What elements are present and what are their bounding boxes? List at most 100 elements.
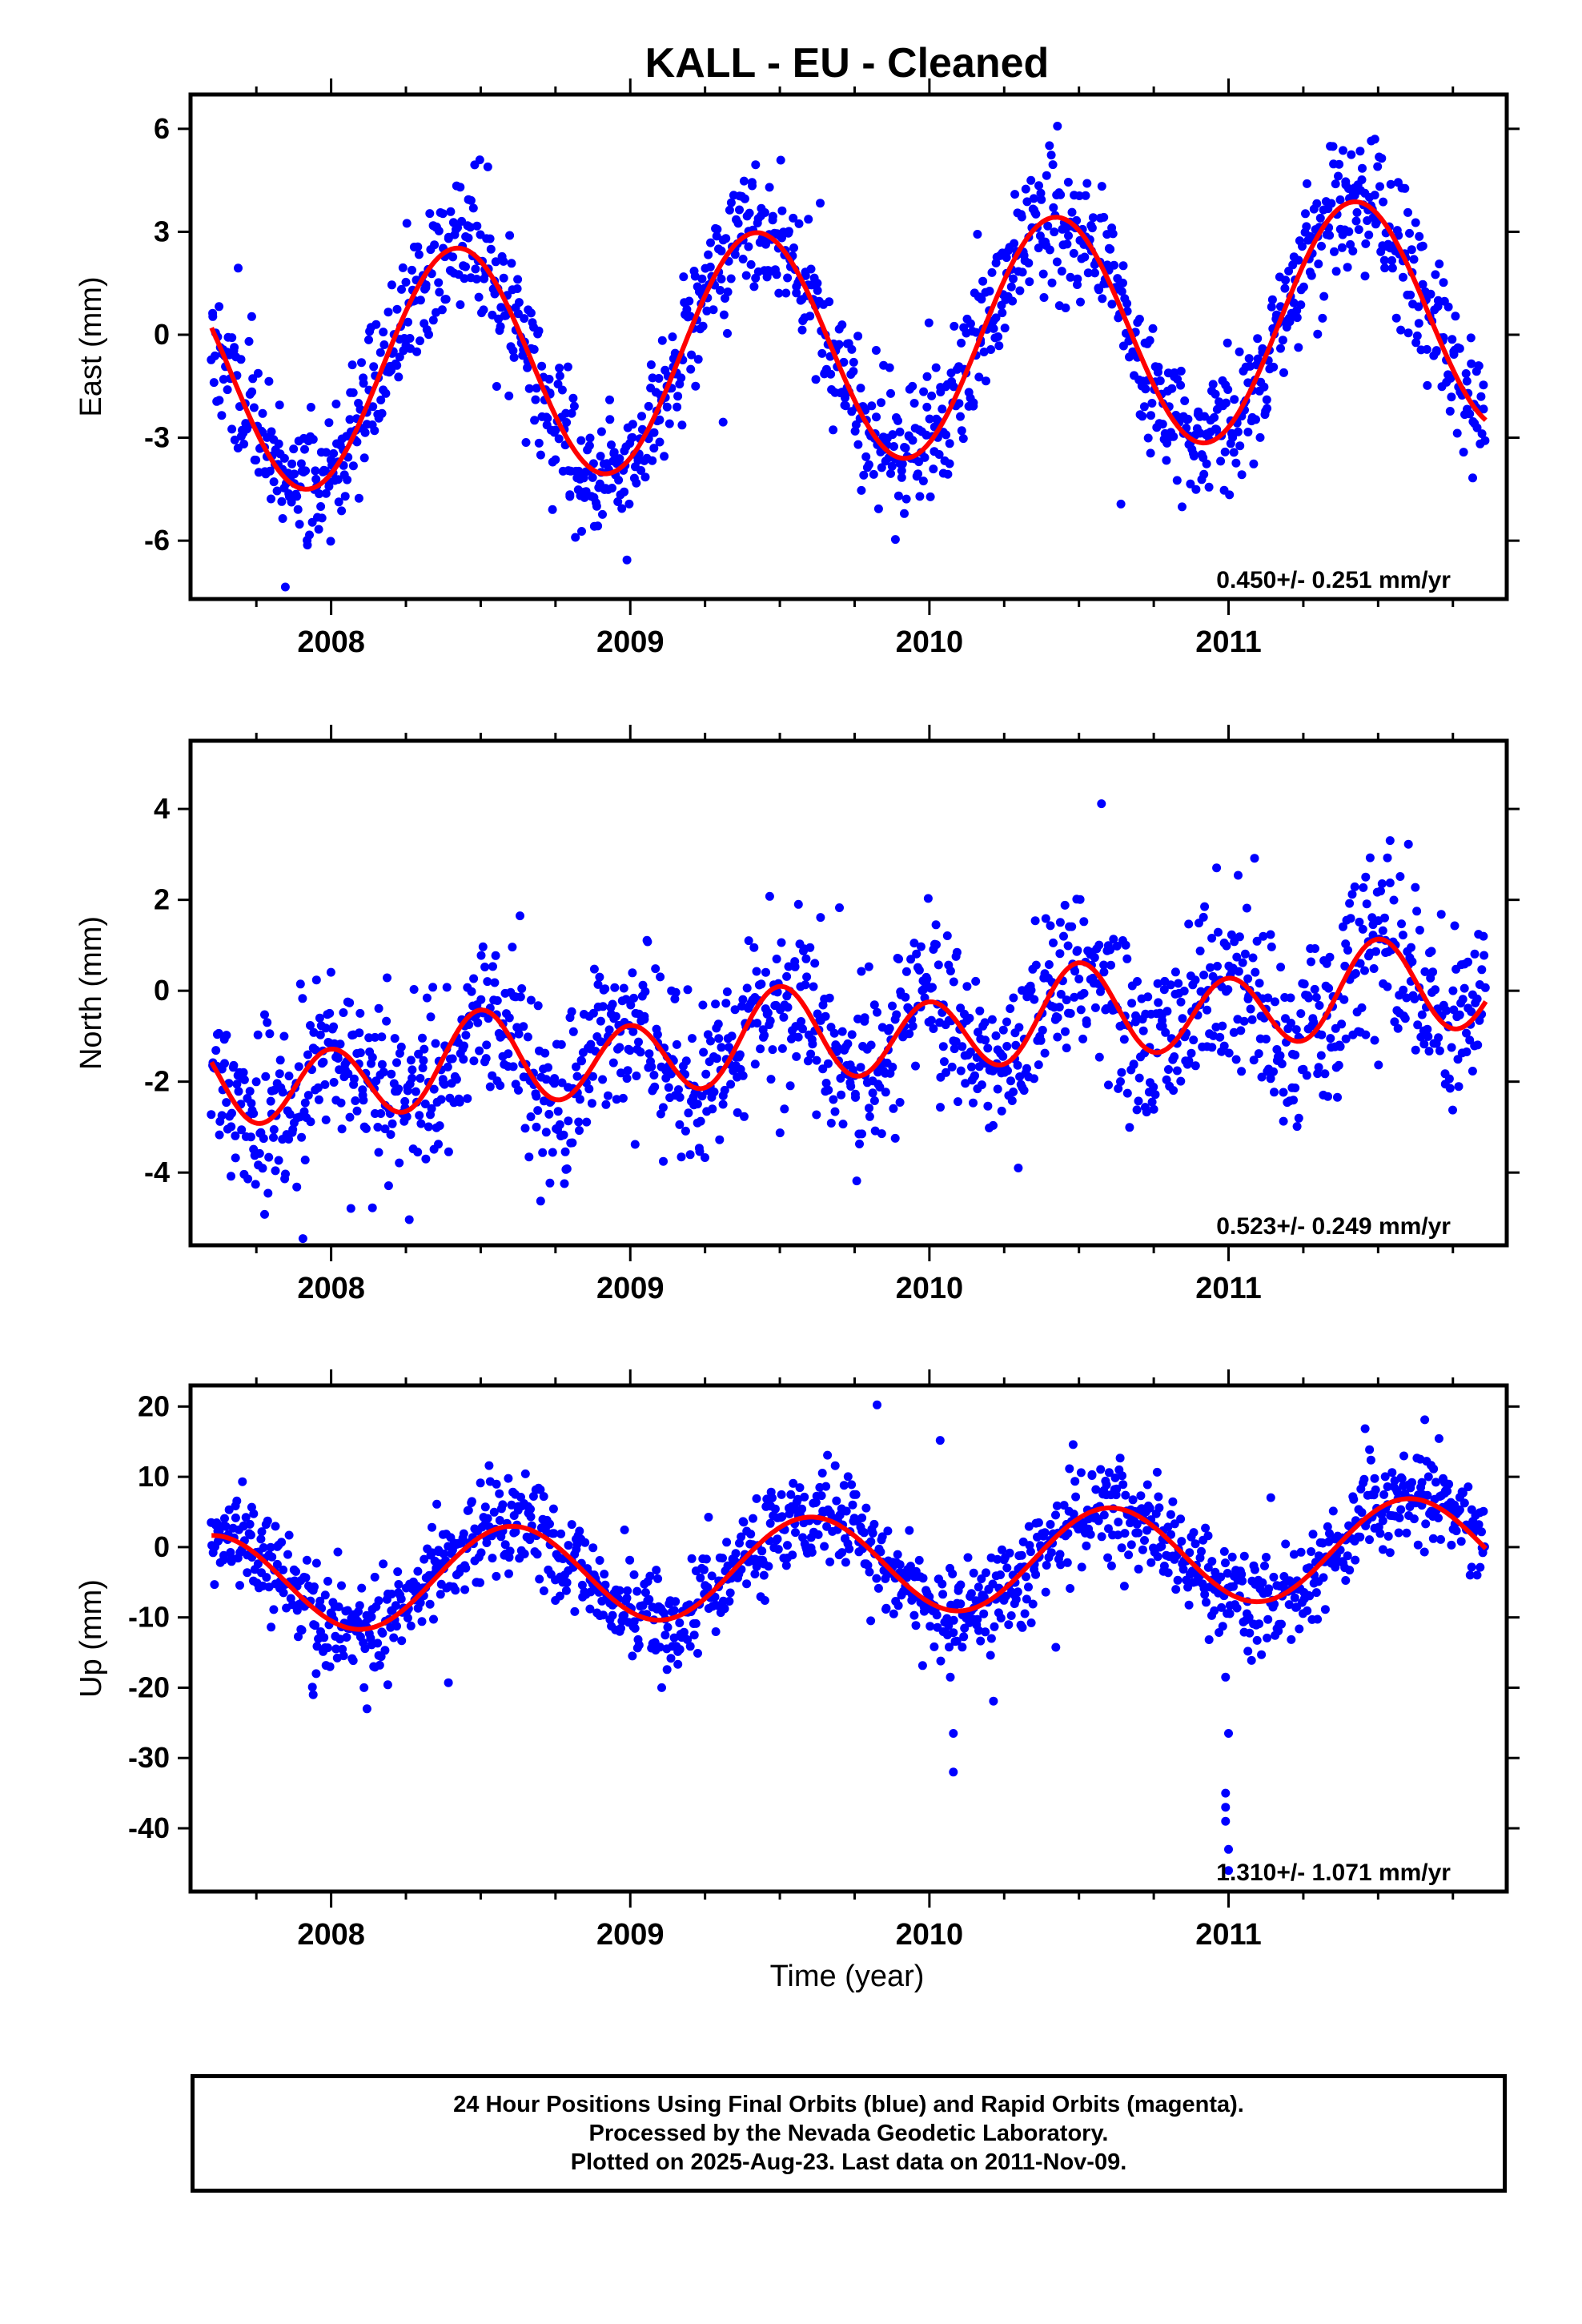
east-data-point [1354, 225, 1363, 235]
north-data-point [1299, 979, 1309, 989]
east-data-point [569, 401, 579, 411]
up-data-point [1118, 1480, 1128, 1490]
north-data-point [587, 1099, 596, 1108]
east-data-point [861, 452, 871, 461]
north-data-point [596, 1016, 605, 1026]
east-data-point [1380, 263, 1390, 273]
north-data-point [623, 1066, 632, 1076]
north-data-point [1267, 942, 1276, 951]
north-data-point [711, 999, 721, 1009]
up-y-tick-label: -40 [128, 1811, 170, 1844]
north-data-point [949, 977, 958, 987]
footer-line-3: Plotted on 2025-Aug-23. Last data on 201… [570, 2149, 1127, 2175]
east-data-point [475, 155, 484, 165]
east-data-point [665, 419, 674, 428]
east-data-point [735, 205, 744, 215]
east-data-point [303, 541, 312, 550]
up-data-point [577, 1580, 587, 1590]
east-data-point [1223, 385, 1233, 394]
north-data-point [217, 1111, 227, 1120]
north-data-point [491, 951, 500, 960]
east-data-point [1199, 469, 1209, 479]
north-data-point [1229, 1027, 1239, 1037]
up-data-point [323, 1577, 332, 1586]
up-data-point [1106, 1561, 1116, 1570]
up-data-point [232, 1496, 242, 1506]
east-data-point [1024, 259, 1034, 267]
east-data-point [278, 514, 287, 523]
east-data-point [1118, 278, 1127, 287]
east-data-point [817, 348, 827, 358]
north-data-point [974, 1027, 982, 1037]
east-data-point [383, 308, 393, 317]
east-data-point [813, 286, 822, 296]
east-data-point [239, 440, 249, 448]
north-data-point [538, 1148, 548, 1157]
up-data-point [1086, 1530, 1095, 1539]
north-data-point [1030, 916, 1040, 926]
east-data-point [888, 430, 897, 440]
north-data-point [355, 1008, 365, 1018]
up-data-point [1393, 1488, 1403, 1498]
up-data-point [979, 1609, 989, 1618]
north-data-point [1419, 1039, 1429, 1049]
east-data-point [347, 360, 357, 370]
north-data-point [264, 1152, 274, 1162]
north-data-point [1207, 934, 1217, 943]
north-data-point [532, 1092, 541, 1101]
north-data-point [1311, 944, 1319, 953]
up-data-point [1296, 1547, 1306, 1557]
east-data-point [311, 466, 320, 476]
north-data-point [1009, 1088, 1018, 1096]
north-data-point [928, 983, 937, 992]
north-data-point [278, 1088, 287, 1097]
east-data-point [1439, 278, 1448, 287]
east-data-point [504, 391, 514, 400]
north-data-point [967, 1062, 976, 1072]
east-data-point [649, 428, 659, 437]
up-data-point [570, 1606, 580, 1616]
east-data-point [1178, 502, 1186, 512]
north-data-point [715, 1135, 725, 1144]
up-data-point [737, 1532, 746, 1542]
east-data-point [1415, 231, 1424, 241]
up-data-point [311, 1621, 320, 1630]
north-data-point [300, 1098, 310, 1108]
up-data-point [220, 1514, 229, 1523]
north-data-point [416, 1119, 426, 1128]
north-data-point [888, 1063, 897, 1072]
east-data-point [537, 361, 547, 371]
up-data-point [615, 1586, 624, 1595]
east-data-point [401, 277, 411, 287]
north-data-point [333, 1054, 343, 1063]
north-data-point [526, 995, 536, 1005]
north-data-point [279, 1031, 289, 1041]
north-data-point [514, 1029, 524, 1039]
east-data-point [957, 426, 966, 436]
north-data-point [1464, 957, 1472, 967]
up-data-point [1371, 1485, 1380, 1494]
east-data-point [1009, 274, 1018, 283]
north-y-axis-label: North (mm) [74, 916, 108, 1070]
north-data-point [1049, 938, 1058, 947]
north-data-point [251, 1077, 261, 1087]
north-data-point [1477, 965, 1487, 975]
up-data-point [1307, 1547, 1316, 1556]
east-data-point [712, 231, 721, 241]
up-data-point [699, 1565, 709, 1574]
north-data-point [1279, 1088, 1288, 1097]
north-points [207, 799, 1490, 1244]
north-data-point [481, 1054, 491, 1063]
north-data-point [688, 1034, 697, 1043]
up-data-point [634, 1640, 644, 1650]
north-data-point [403, 1086, 412, 1096]
east-data-point [1155, 376, 1165, 385]
north-data-point [1287, 1019, 1295, 1028]
east-data-point [337, 506, 347, 516]
east-data-point [461, 262, 470, 271]
north-data-point [392, 1058, 401, 1068]
north-data-point [395, 1158, 404, 1168]
north-data-point [1237, 1067, 1247, 1076]
east-data-point [622, 555, 632, 565]
